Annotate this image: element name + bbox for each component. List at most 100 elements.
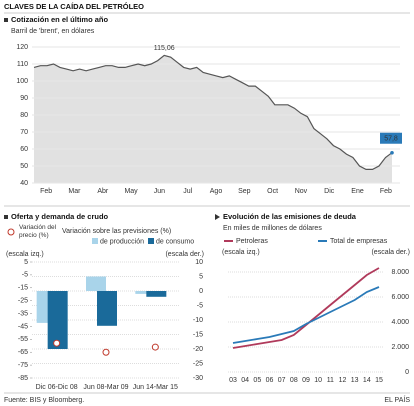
chart-title: Cotización en el último año: [11, 15, 109, 24]
price-marker: [151, 343, 159, 351]
legend-label: de consumo: [156, 238, 194, 245]
x-tick-label: Jun 14-Mar 15: [133, 384, 178, 391]
legend-swatch: [148, 238, 154, 244]
x-tick-label: Dic: [324, 188, 335, 195]
y-tick-label: 60: [20, 146, 28, 153]
source: Fuente: BIS y Bloomberg.: [4, 397, 84, 404]
y-tick-label: 120: [16, 44, 28, 51]
y-tick-label: -75: [18, 362, 28, 369]
bar: [86, 276, 106, 291]
y-tick-label: 5: [24, 259, 28, 266]
y2-tick-label: 10: [195, 259, 203, 266]
chart-subtitle: En miles de millones de dólares: [223, 225, 322, 232]
x-tick-label: 14: [363, 377, 371, 384]
annotation-label: 115,06: [154, 45, 175, 52]
y2-tick-label: 2.000: [391, 344, 409, 351]
series-line: [232, 286, 380, 344]
x-tick-label: Dic 06-Dic 08: [36, 384, 78, 391]
chart-title: Oferta y demanda de crudo: [11, 212, 109, 221]
y2-tick-label: 0: [405, 369, 409, 376]
bar: [47, 291, 68, 349]
x-tick-label: Feb: [40, 188, 52, 195]
x-tick-label: 05: [253, 377, 261, 384]
y-tick-label: 40: [20, 180, 28, 187]
legend-label: Total de empresas: [330, 238, 388, 245]
x-tick-label: 03: [229, 377, 237, 384]
y-tick-label: 80: [20, 112, 28, 119]
x-tick-label: 09: [302, 377, 310, 384]
y2-tick-label: 5: [199, 273, 203, 280]
x-tick-label: 04: [241, 377, 249, 384]
legend-marker: [7, 228, 15, 236]
x-tick-label: Mar: [68, 188, 81, 195]
axis-note: (escala izq.): [6, 251, 44, 258]
legend-label: Petroleras: [236, 238, 268, 245]
x-tick-label: 10: [314, 377, 322, 384]
x-tick-label: 07: [278, 377, 286, 384]
x-tick-label: 15: [375, 377, 383, 384]
header-title: CLAVES DE LA CAÍDA DEL PETRÓLEO: [4, 2, 144, 11]
y2-tick-label: -15: [193, 331, 203, 338]
y2-tick-label: 6.000: [391, 294, 409, 301]
bar: [97, 291, 117, 326]
x-tick-label: Ago: [210, 188, 223, 195]
x-tick-label: 06: [266, 377, 274, 384]
bullet: [4, 215, 8, 219]
x-tick-label: 12: [339, 377, 347, 384]
legend-label: de producción: [100, 238, 144, 245]
y2-tick-label: 0: [199, 288, 203, 295]
y-tick-label: 90: [20, 95, 28, 102]
y-tick-label: -85: [18, 375, 28, 382]
y-tick-label: -25: [18, 298, 28, 305]
y-tick-label: 50: [20, 163, 28, 170]
bar: [135, 291, 156, 294]
y2-tick-label: -5: [197, 302, 203, 309]
annotation-label: 57,8: [384, 136, 398, 143]
annotation-point: [390, 150, 394, 155]
x-tick-label: Jul: [183, 188, 192, 195]
bullet: [215, 214, 220, 220]
y-tick-label: -15: [18, 285, 28, 292]
bullet: [4, 18, 8, 22]
chart-title: Evolución de las emisiones de deuda: [223, 212, 357, 221]
y-tick-label: -55: [18, 336, 28, 343]
legend-swatch: [92, 238, 98, 244]
y-tick-label: -65: [18, 349, 28, 356]
legend-heading: Variación sobre las previsiones (%): [62, 228, 171, 235]
price-marker: [102, 348, 110, 356]
axis-note: (escala der.): [165, 251, 204, 258]
bar: [146, 291, 167, 297]
x-tick-label: 13: [351, 377, 359, 384]
y2-tick-label: -25: [193, 360, 203, 367]
y-tick-label: -5: [22, 272, 28, 279]
y-tick-label: -35: [18, 310, 28, 317]
y2-tick-label: -20: [193, 346, 203, 353]
x-tick-label: Nov: [295, 188, 308, 195]
y2-tick-label: 8.000: [391, 269, 409, 276]
annotation-box: [380, 132, 402, 144]
price-line: [33, 54, 393, 170]
y-tick-label: 70: [20, 129, 28, 136]
y2-tick-label: 4.000: [391, 319, 409, 326]
y2-tick-label: -10: [193, 317, 203, 324]
series-line: [232, 267, 380, 349]
x-tick-label: Ene: [351, 188, 364, 195]
y-tick-label: 110: [17, 61, 28, 68]
y-tick-label: 100: [16, 78, 28, 85]
x-tick-label: Abr: [97, 188, 109, 195]
y-tick-label: -45: [18, 323, 28, 330]
area-fill: [34, 55, 392, 183]
x-tick-label: Oct: [267, 188, 278, 195]
credit: EL PAÍS: [384, 395, 410, 404]
chart-subtitle: Barril de 'brent', en dólares: [11, 28, 95, 35]
x-tick-label: 08: [290, 377, 298, 384]
axis-note: (escala der.): [371, 249, 410, 256]
y2-tick-label: -30: [193, 375, 203, 382]
x-tick-label: Jun 08-Mar 09: [83, 384, 128, 391]
price-marker: [53, 339, 61, 347]
x-tick-label: May: [124, 188, 138, 195]
x-tick-label: 11: [327, 377, 334, 384]
x-tick-label: Jun: [154, 188, 165, 195]
